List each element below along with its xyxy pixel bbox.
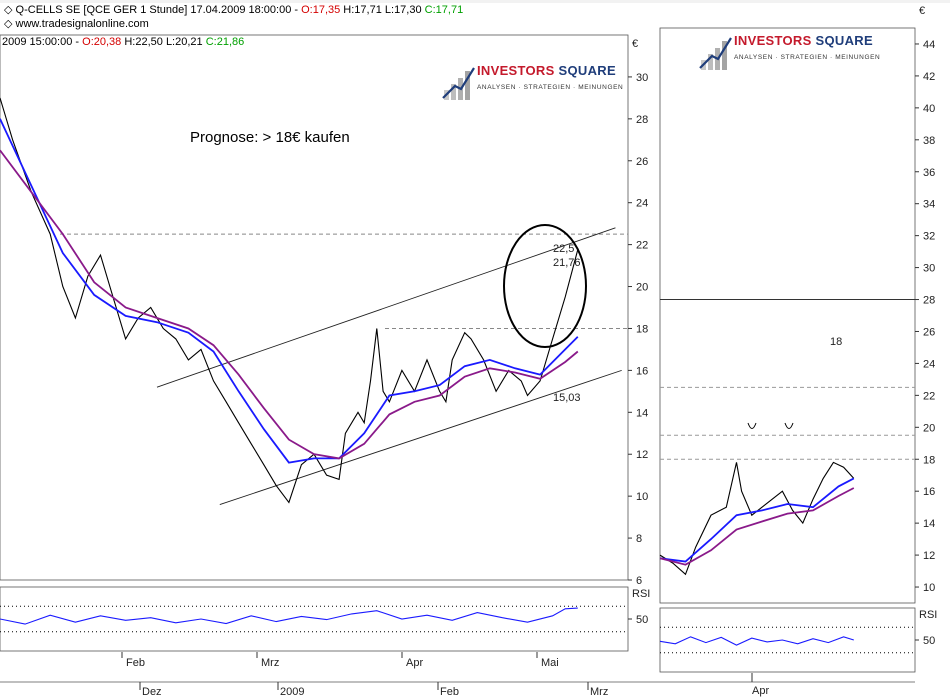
y-tick-label-26: 26 [923,326,935,338]
y-tick-label-10: 10 [923,582,935,594]
x-tick-label-Mrz: Mrz [261,657,279,669]
logo-right-tagline: ANALYSEN · STRATEGIEN · MEINUNGEN [734,54,881,61]
sub-high: H:22,50 [124,36,163,48]
series-ma-fast [0,118,579,464]
low-value: L:17,30 [384,4,422,16]
y-tick-label-18: 18 [636,323,648,335]
series-price [0,97,579,504]
pane-frame-1 [0,586,629,652]
logo-right-word-2: SQUARE [815,33,873,48]
rsi-label: RSI [632,588,650,600]
y-tick-label-34: 34 [923,199,935,211]
y-tick-label-16: 16 [923,486,935,498]
currency-label: € [632,38,638,50]
y-tick-label-30: 30 [923,263,935,275]
y-tick-label-12: 12 [923,550,935,562]
logo-word-2: SQUARE [558,63,616,78]
price-label-last: 21,76 [553,257,581,269]
sub-open: O:20,38 [82,36,122,48]
x-tick-label-right: Apr [752,685,769,697]
close-value: C:17,71 [424,4,464,16]
open-value: O:17,35 [301,4,341,16]
series-ma-slow [659,487,855,566]
swing-low-marker-0 [747,422,757,429]
chart-frames [0,27,916,683]
price-label-low: 15,03 [553,392,581,404]
instrument-title: Q-CELLS SE [QCE GER 1 Stunde] 17.04.2009… [15,4,299,16]
window-top-bar [0,0,950,3]
x-tick-label-Feb: Feb [126,657,145,669]
chart-axes: 6 8 10 12 14 16 18 20 22 24 26 28 30 50 10 12 14 16 18 20 22… [121,5,937,698]
y-tick-label-14: 14 [923,518,935,530]
investors-square-logo-main: INVESTORS SQUARE ANALYSEN · STRATEGIEN ·… [440,62,623,102]
logo-right-word-1: INVESTORS [734,33,812,48]
y-tick-label-22: 22 [636,240,648,252]
y-tick-label-22: 22 [923,390,935,402]
lower-channel-line [219,369,622,505]
rsi-label-right: RSI [919,609,937,621]
bottom-tick-label-Mrz: Mrz [590,686,608,698]
y-tick-label-24: 24 [923,358,935,370]
bottom-tick-label-2009: 2009 [280,686,304,698]
y-tick-label-32: 32 [923,231,935,243]
y-tick-label-28: 28 [923,295,935,307]
sub-header: 2009 15:00:00 - O:20,38 H:22,50 L:20,21 … [2,36,244,48]
y-tick-label-14: 14 [636,407,648,419]
y-tick-label-12: 12 [636,449,648,461]
series-rsi [659,636,854,646]
sub-low: L:20,21 [165,36,203,48]
chart-lines [0,97,915,654]
y-tick-label-6: 6 [636,575,642,587]
currency-label-right: € [919,5,925,17]
y-tick-label-40: 40 [923,103,935,115]
sub-close: C:21,86 [205,36,245,48]
y-tick-label-26: 26 [636,156,648,168]
price-label-high: 22,5 [553,243,574,255]
forecast-annotation: Prognose: > 18€ kaufen [190,129,350,146]
investors-square-logo-right: INVESTORS SQUARE ANALYSEN · STRATEGIEN ·… [697,32,880,72]
y-tick-label-44: 44 [923,39,935,51]
series-ma-fast [659,477,855,563]
y-tick-label-30: 30 [636,72,648,84]
sub-date: 2009 15:00:00 - [2,36,80,48]
title-toggle-icon[interactable]: ◇ [4,4,13,16]
series-rsi [0,607,578,625]
logo-word-1: INVESTORS [477,63,555,78]
website-line: ◇ www.tradesignalonline.com [4,18,149,30]
y-tick-label-50: 50 [636,614,648,626]
bottom-tick-label-Feb: Feb [440,686,459,698]
website: www.tradesignalonline.com [15,18,149,30]
y-tick-label-20: 20 [636,282,648,294]
y-tick-label-36: 36 [923,167,935,179]
bottom-tick-label-Dez: Dez [142,686,162,698]
series-price [659,461,855,576]
logo-tagline: ANALYSEN · STRATEGIEN · MEINUNGEN [477,84,624,91]
y-tick-label-50: 50 [923,635,935,647]
y-tick-label-8: 8 [636,533,642,545]
logo-mark-icon [442,67,475,100]
y-tick-label-16: 16 [636,365,648,377]
swing-low-marker-1 [784,422,794,429]
pane-frame-2 [659,27,916,604]
upper-channel-line [156,227,616,388]
logo-mark-icon-right [699,37,732,70]
series-ma-slow [0,149,579,460]
y-tick-label-18: 18 [923,454,935,466]
pane-frame-0 [0,34,629,581]
y-tick-label-28: 28 [636,114,648,126]
y-tick-label-42: 42 [923,71,935,83]
x-tick-label-Mai: Mai [541,657,559,669]
x-tick-label-Apr: Apr [406,657,423,669]
price-label-right: 18 [830,336,842,348]
y-tick-label-38: 38 [923,135,935,147]
y-tick-label-10: 10 [636,491,648,503]
chart-header: ◇ Q-CELLS SE [QCE GER 1 Stunde] 17.04.20… [4,4,463,16]
website-icon: ◇ [4,18,13,30]
high-value: H:17,71 [343,4,382,16]
y-tick-label-24: 24 [636,198,648,210]
y-tick-label-20: 20 [923,422,935,434]
highlight-circle [503,224,587,348]
